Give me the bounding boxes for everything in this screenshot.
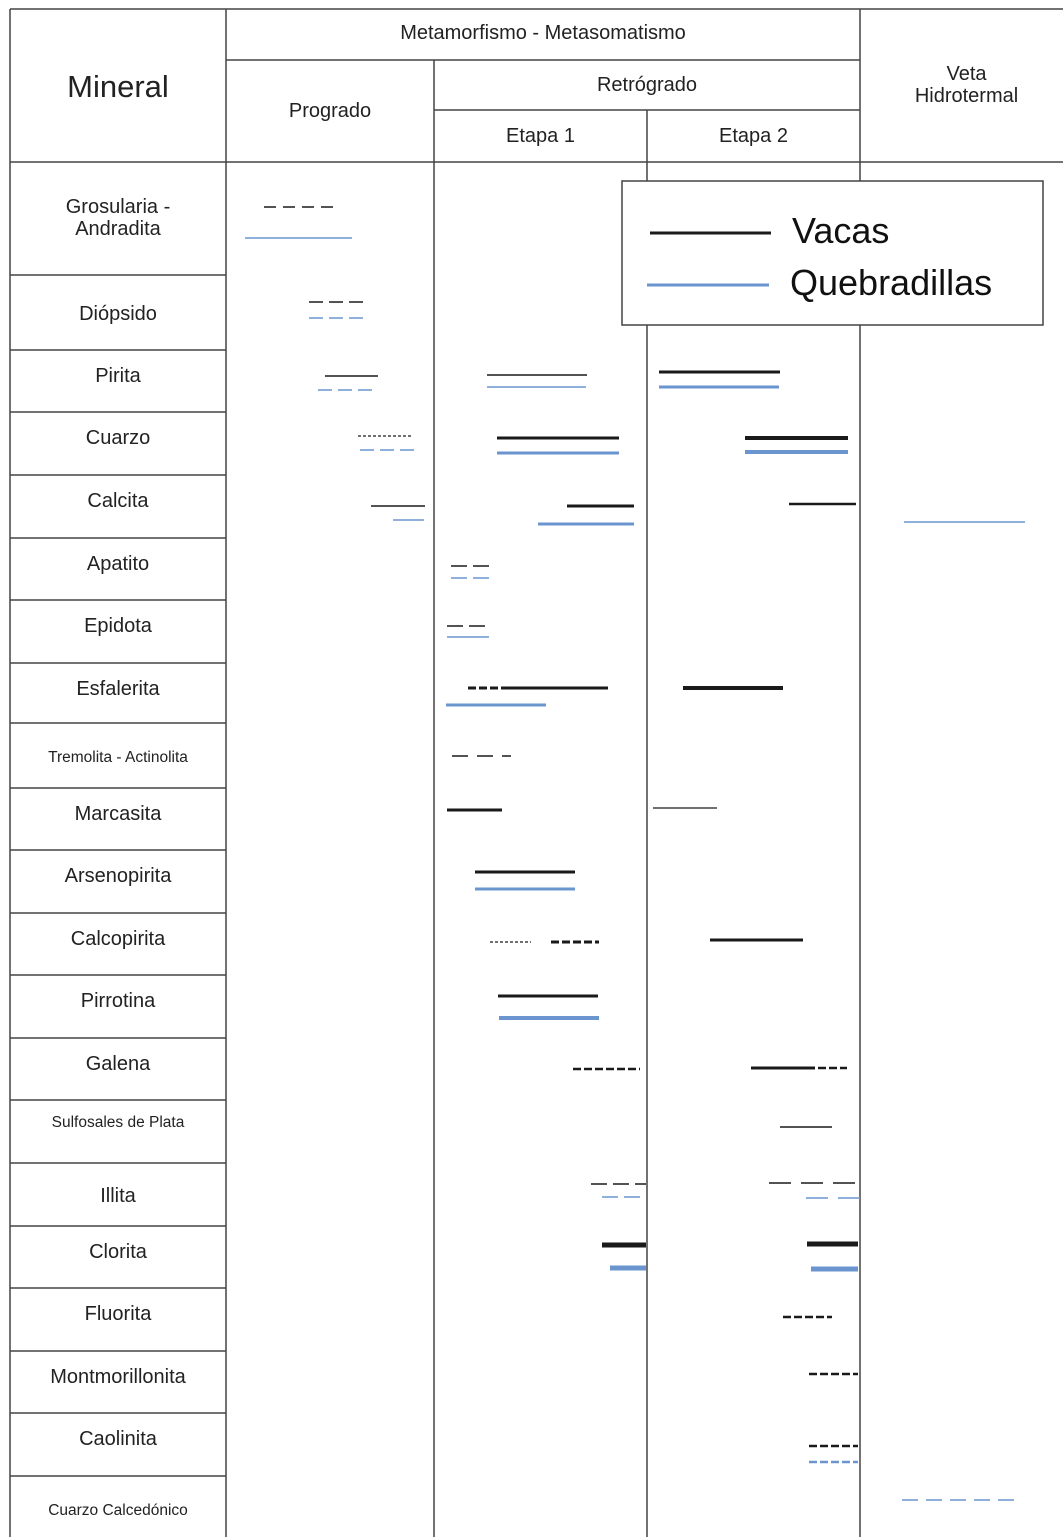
header-veta-line2: Hidrotermal <box>914 85 1019 107</box>
header-retrogrado: Retrógrado <box>596 74 698 96</box>
mineral-label: Cuarzo <box>85 427 151 449</box>
mineral-label: Montmorillonita <box>50 1366 186 1388</box>
mineral-label: Calcopirita <box>70 928 166 950</box>
mineral-label: Esfalerita <box>76 678 160 700</box>
header-etapa-1: Etapa 1 <box>506 125 575 147</box>
occurrence-bars <box>245 206 1025 1501</box>
mineral-label: Caolinita <box>79 1428 157 1450</box>
header-mineral: Mineral <box>67 69 169 104</box>
mineral-label: Tremolita - Actinolita <box>48 749 188 766</box>
mineral-label: Sulfosales de Plata <box>51 1114 185 1131</box>
header-veta-hidrotermal: Veta Hidrotermal <box>870 63 1063 107</box>
header-etapa-2: Etapa 2 <box>719 125 788 147</box>
mineral-label: Cuarzo Calcedónico <box>48 1502 188 1519</box>
mineral-label: Diópsido <box>79 303 157 325</box>
mineral-label: Pirita <box>95 365 141 387</box>
mineral-label: Apatito <box>86 553 150 575</box>
mineral-label: Illita <box>100 1185 136 1207</box>
mineral-label: Pirrotina <box>80 990 156 1012</box>
mineral-label: Fluorita <box>84 1303 152 1325</box>
mineral-label: Epidota <box>84 615 152 637</box>
mineral-label: Calcita <box>87 490 149 512</box>
header-veta-line1: Veta <box>946 63 987 85</box>
mineral-label: Clorita <box>89 1241 147 1263</box>
legend-quebradillas-label: Quebradillas <box>790 262 993 303</box>
header-metamorfismo: Metamorfismo - Metasomatismo <box>400 22 686 44</box>
mineral-label: Grosularia - Andradita <box>65 196 171 240</box>
legend-vacas-label: Vacas <box>792 210 890 251</box>
header-progrado: Progrado <box>288 100 372 122</box>
mineral-label: Arsenopirita <box>64 865 172 887</box>
legend-box <box>621 180 1044 326</box>
mineral-label: Galena <box>85 1053 151 1075</box>
mineral-label: Marcasita <box>74 803 162 825</box>
